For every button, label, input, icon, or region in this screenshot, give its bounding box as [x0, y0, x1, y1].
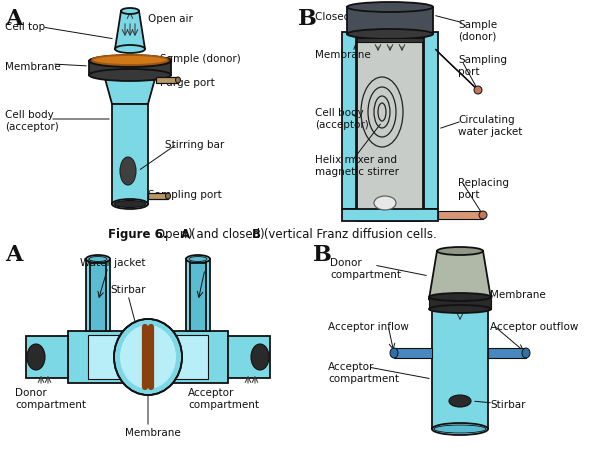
Text: Sampling port: Sampling port [148, 189, 222, 200]
Polygon shape [186, 259, 210, 332]
Text: Membrane: Membrane [490, 289, 546, 300]
Text: Cell top: Cell top [5, 22, 45, 32]
Ellipse shape [474, 87, 482, 95]
Ellipse shape [429, 294, 491, 301]
Ellipse shape [92, 56, 168, 66]
Text: Cell body
(acceptor): Cell body (acceptor) [315, 108, 369, 129]
Text: Sampling
port: Sampling port [458, 55, 507, 76]
Polygon shape [394, 348, 432, 358]
Ellipse shape [120, 158, 136, 186]
Text: A: A [181, 227, 190, 240]
Polygon shape [112, 105, 148, 205]
Ellipse shape [351, 27, 429, 39]
Text: B: B [252, 227, 261, 240]
Polygon shape [342, 210, 438, 221]
Ellipse shape [347, 3, 433, 13]
Ellipse shape [189, 257, 207, 262]
Polygon shape [347, 8, 433, 35]
Polygon shape [115, 12, 145, 50]
Ellipse shape [347, 30, 433, 40]
Ellipse shape [432, 423, 488, 435]
Ellipse shape [374, 197, 396, 211]
Text: Membrane: Membrane [125, 427, 181, 437]
Text: Membrane: Membrane [5, 62, 61, 72]
Text: Sample (donor): Sample (donor) [160, 54, 241, 64]
Ellipse shape [27, 344, 45, 370]
Ellipse shape [186, 256, 210, 263]
Text: Sample
(donor): Sample (donor) [458, 20, 497, 42]
Text: ) vertical Franz diffusion cells.: ) vertical Franz diffusion cells. [260, 227, 437, 240]
Polygon shape [432, 309, 488, 429]
Text: Acceptor
compartment: Acceptor compartment [188, 387, 259, 409]
Text: Water jacket: Water jacket [80, 257, 145, 268]
Text: Closed top: Closed top [315, 12, 371, 22]
Ellipse shape [449, 395, 471, 407]
Text: Donor
compartment: Donor compartment [15, 387, 86, 409]
Text: Acceptor outflow: Acceptor outflow [490, 321, 578, 332]
Polygon shape [342, 33, 356, 210]
Text: ) and closed (: ) and closed ( [188, 227, 268, 240]
Text: Open (: Open ( [152, 227, 195, 240]
Polygon shape [26, 336, 68, 378]
Polygon shape [424, 33, 438, 210]
Ellipse shape [89, 70, 171, 82]
Text: Stirring bar: Stirring bar [165, 140, 224, 150]
Ellipse shape [479, 212, 487, 219]
Text: Open air: Open air [148, 14, 193, 24]
Ellipse shape [121, 9, 139, 15]
Ellipse shape [86, 256, 110, 263]
Ellipse shape [522, 348, 530, 358]
Text: A: A [5, 244, 22, 265]
Text: Acceptor
compartment: Acceptor compartment [328, 361, 399, 383]
Ellipse shape [114, 201, 146, 208]
Polygon shape [104, 76, 156, 105]
Text: Acceptor inflow: Acceptor inflow [328, 321, 409, 332]
Polygon shape [438, 212, 483, 219]
Ellipse shape [437, 247, 483, 256]
Text: Cell body
(acceptor): Cell body (acceptor) [5, 110, 58, 131]
Ellipse shape [89, 56, 171, 68]
Ellipse shape [251, 344, 269, 370]
Ellipse shape [429, 305, 491, 313]
Ellipse shape [175, 78, 180, 84]
Polygon shape [228, 336, 270, 378]
Polygon shape [190, 263, 206, 332]
Text: Membrane: Membrane [315, 50, 371, 60]
Text: Helix mixer and
magnetic stirrer: Helix mixer and magnetic stirrer [315, 155, 399, 176]
Polygon shape [429, 297, 491, 309]
Polygon shape [435, 50, 481, 94]
Text: Figure 6.: Figure 6. [108, 227, 168, 240]
Text: B: B [313, 244, 332, 265]
Ellipse shape [114, 319, 182, 395]
Ellipse shape [112, 200, 148, 210]
Ellipse shape [429, 294, 491, 304]
Ellipse shape [390, 348, 398, 358]
Polygon shape [357, 39, 423, 43]
Polygon shape [89, 62, 171, 76]
Text: Stirbar: Stirbar [110, 284, 145, 294]
Polygon shape [156, 78, 178, 84]
Polygon shape [488, 348, 526, 358]
Ellipse shape [165, 194, 171, 200]
Text: Replacing
port: Replacing port [458, 178, 509, 199]
Text: Donor
compartment: Donor compartment [330, 257, 401, 279]
Text: Purge port: Purge port [160, 78, 215, 88]
Polygon shape [357, 33, 423, 221]
Text: B: B [298, 8, 317, 30]
Text: Circulating
water jacket: Circulating water jacket [458, 115, 522, 136]
Polygon shape [86, 259, 110, 332]
Text: A: A [5, 8, 22, 30]
Text: Stirbar: Stirbar [490, 399, 525, 409]
Polygon shape [88, 335, 208, 379]
Ellipse shape [434, 425, 486, 433]
Polygon shape [90, 263, 106, 332]
Ellipse shape [89, 257, 107, 262]
Polygon shape [68, 332, 228, 383]
Polygon shape [148, 194, 168, 200]
Polygon shape [429, 251, 491, 300]
Ellipse shape [115, 46, 145, 54]
Ellipse shape [120, 325, 176, 389]
